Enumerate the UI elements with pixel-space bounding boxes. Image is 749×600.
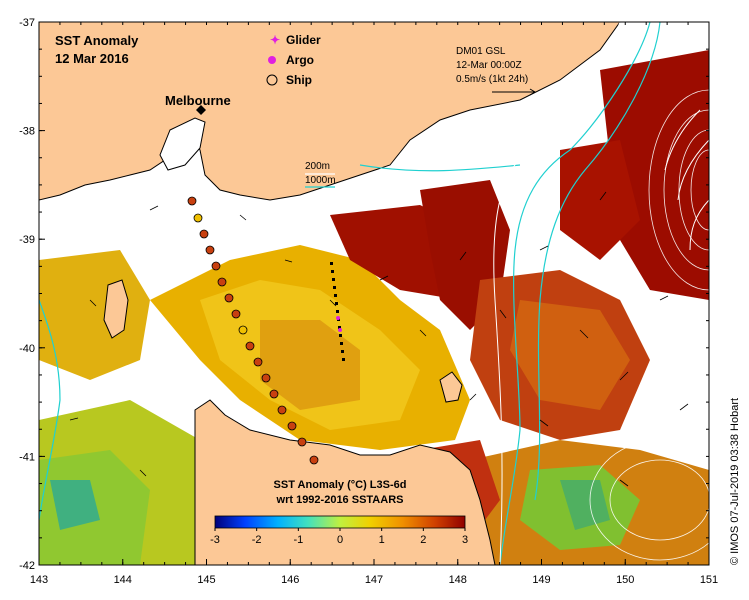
- imos-credit: © IMOS 07-Jul-2019 03:38 Hobart: [729, 398, 741, 565]
- isobath-1000m: [39, 22, 661, 565]
- lat-label: -37: [19, 17, 35, 29]
- colorbar-tick-label: -2: [252, 534, 262, 546]
- colorbar: [214, 515, 466, 529]
- isobath-1000-label: 1000m: [305, 175, 336, 186]
- colorbar-tick-label: -3: [210, 534, 220, 546]
- lon-label: 145: [197, 574, 215, 586]
- colorbar-tick-label: 2: [420, 534, 426, 546]
- lon-label: 149: [532, 574, 550, 586]
- lat-label: -38: [19, 126, 35, 138]
- current-scale-arrow: [492, 88, 536, 96]
- colorbar-tick-label: 1: [379, 534, 385, 546]
- lon-label: 150: [616, 574, 634, 586]
- axis-ticks: [38, 21, 710, 566]
- ship-track: [187, 196, 319, 465]
- isobath-200-label: 200m: [305, 161, 330, 172]
- currents-scale: 0.5m/s (1kt 24h): [456, 74, 528, 85]
- argo-legend-label: Argo: [286, 53, 314, 67]
- glider-legend-icon: ✦: [270, 33, 280, 47]
- lat-label: -42: [19, 560, 35, 572]
- colorbar-title: SST Anomaly (°C) L3S-6d: [274, 479, 407, 491]
- argo-legend-icon: [268, 56, 276, 64]
- lat-label: -40: [19, 343, 35, 355]
- ship-legend-label: Ship: [286, 73, 312, 87]
- colorbar-subtitle: wrt 1992-2016 SSTAARS: [276, 494, 404, 506]
- sst-field: [39, 50, 709, 565]
- colorbar-tick-label: -1: [293, 534, 303, 546]
- lon-label: 144: [114, 574, 132, 586]
- currents-time: 12-Mar 00:00Z: [456, 60, 522, 71]
- colorbar-ticks: -3 -2 -1 0 1 2 3: [210, 528, 468, 546]
- glider-legend-label: Glider: [286, 33, 321, 47]
- map-title: SST Anomaly: [55, 33, 139, 48]
- legend: ✦: [266, 33, 280, 86]
- current-vectors: [69, 191, 689, 487]
- colorbar-tick-label: 3: [462, 534, 468, 546]
- longitude-labels: 143 144 145 146 147 148 149 150 151: [30, 574, 718, 586]
- lat-label: -41: [19, 451, 35, 463]
- lon-label: 147: [365, 574, 383, 586]
- lon-label: 146: [281, 574, 299, 586]
- isobath-legend: [305, 173, 335, 188]
- lon-label: 148: [449, 574, 467, 586]
- melbourne-marker: [196, 105, 206, 115]
- colorbar-tick-label: 0: [337, 534, 343, 546]
- latitude-labels: -37 -38 -39 -40 -41 -42: [19, 17, 35, 572]
- currents-source: DM01 GSL: [456, 46, 506, 57]
- lat-label: -39: [19, 234, 35, 246]
- lon-label: 143: [30, 574, 48, 586]
- melbourne-label: Melbourne: [165, 93, 231, 108]
- map-date: 12 Mar 2016: [55, 51, 129, 66]
- glider-track: [330, 262, 345, 361]
- map-panel: ✦: [39, 22, 709, 565]
- current-contours: [589, 89, 709, 561]
- lon-label: 151: [700, 574, 718, 586]
- ship-legend-icon: [266, 74, 278, 86]
